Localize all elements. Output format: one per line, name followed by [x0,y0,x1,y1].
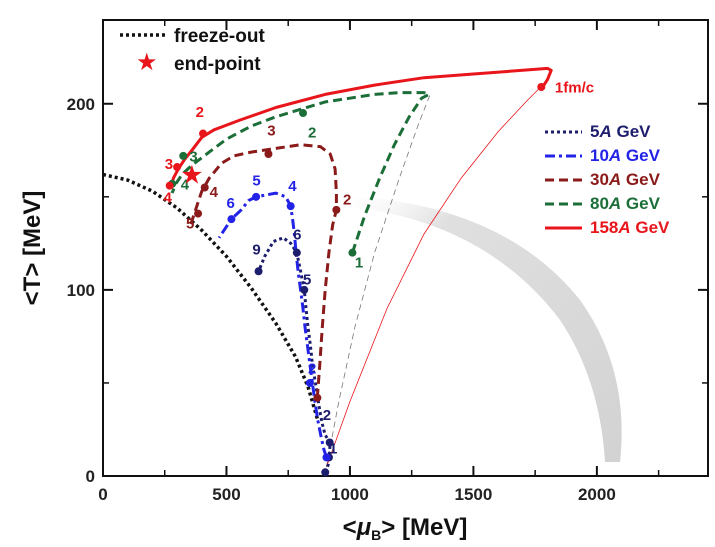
end-point-legend-label: end-point [174,54,261,75]
series-marker [194,209,203,218]
freeze-out-curve [102,172,320,421]
series-marker [173,163,182,172]
point-label: 4 [210,184,219,201]
x-tick-label: 2000 [578,485,616,504]
legend-label-2: 30A GeV [590,170,661,189]
end-point-star-icon: ★ [180,160,203,190]
point-label: 4 [164,189,173,206]
point-label: 2 [323,407,331,424]
thin-connector-line [326,84,543,467]
series-line-3 [170,91,431,254]
point-label: 6 [293,227,301,244]
point-label: 3 [267,122,275,139]
series-marker [199,129,208,138]
series-marker [321,468,330,477]
y-axis-title: <T> [MeV] [19,191,46,306]
y-tick-label: 100 [67,281,95,300]
series-marker [264,150,273,159]
x-tick-label: 1000 [331,485,369,504]
series-marker [313,393,322,402]
point-label: 1 [355,255,363,272]
end-point-legend-star-icon: ★ [136,48,158,76]
y-tick-label: 0 [86,467,95,486]
series-marker [254,267,263,276]
series-marker [348,248,357,257]
thin-connector-line [326,94,431,467]
point-label: 3 [189,148,197,165]
legend-label-1: 10A GeV [590,146,661,165]
series-marker [305,378,314,387]
y-tick-label: 200 [67,95,95,114]
series-marker [286,202,295,211]
point-label: 2 [196,104,204,121]
x-tick-label: 1500 [454,485,492,504]
series-marker [165,181,174,190]
point-label: 2 [343,191,351,208]
series-marker [537,83,546,92]
series-marker [252,192,261,201]
point-label: 4 [181,176,190,193]
gray-band [330,195,622,462]
x-tick-label: 0 [98,485,107,504]
legend-label-3: 80A GeV [590,194,661,213]
point-label: 4 [288,178,297,195]
series-marker [292,248,301,257]
point-label: 3 [165,156,173,173]
x-axis-title: <μB> [MeV] [343,514,468,543]
point-label: 5 [252,173,260,190]
series-line-2 [189,143,338,398]
series-marker [325,438,334,447]
series-marker [322,453,331,462]
point-label: 6 [226,195,234,212]
point-label: 2 [308,124,316,141]
point-label: 5 [186,215,194,232]
legend-label-4: 158A GeV [590,218,670,237]
point-label: 5 [303,271,311,288]
series-marker [227,215,236,224]
plot-frame [102,19,709,477]
freeze-out-legend-label: freeze-out [174,26,265,47]
series-line-1 [217,191,328,458]
series-line-4 [169,66,553,188]
legend-label-0: 5A GeV [590,122,651,141]
series-marker [200,183,209,192]
x-tick-label: 500 [212,485,240,504]
point-label: 2 [308,361,316,378]
series-marker [299,109,308,118]
series-marker [332,205,341,214]
series-marker [179,151,188,160]
point-label: 1fm/c [555,80,594,97]
point-label: 9 [252,242,260,259]
point-label: 1 [329,441,337,458]
series-marker [300,285,309,294]
